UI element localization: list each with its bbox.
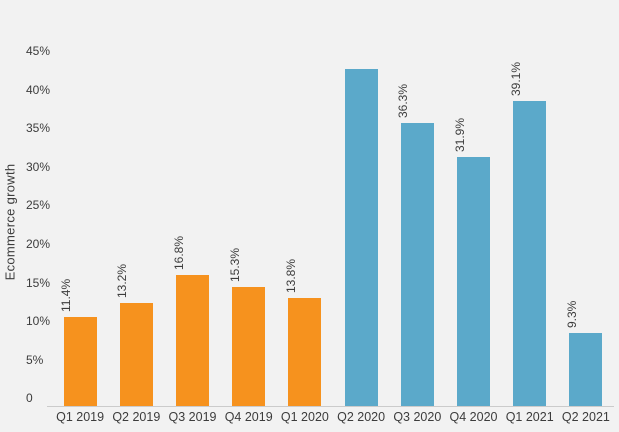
- bar-q1-2019: [63, 317, 97, 406]
- data-label-q2-2019: 13.2%: [115, 264, 130, 299]
- data-label-q4-2020: 31.9%: [452, 118, 467, 153]
- x-tick-label-q1-2019: Q1 2019: [56, 410, 105, 424]
- data-label-q3-2019: 16.8%: [171, 235, 186, 270]
- x-tick-label-q2-2021: Q2 2021: [561, 410, 610, 424]
- y-tick-label: 20%: [26, 237, 51, 251]
- data-label-q2-2021: 9.3%: [564, 301, 579, 329]
- x-axis-line: [47, 406, 614, 407]
- x-tick-label-q4-2020: Q4 2020: [449, 410, 498, 424]
- data-label-q1-2020: 13.8%: [283, 259, 298, 294]
- x-tick-label-q2-2019: Q2 2019: [112, 410, 161, 424]
- y-tick-label: 45%: [26, 44, 51, 58]
- data-label-q1-2021: 39.1%: [508, 62, 523, 97]
- y-tick-label: 25%: [26, 198, 51, 213]
- x-tick-label-q3-2019: Q3 2019: [168, 410, 217, 424]
- y-axis-title: Ecommerce growth: [2, 163, 18, 281]
- bar-q4-2019: [232, 286, 266, 406]
- x-tick-label-q1-2021: Q1 2021: [505, 410, 554, 424]
- bar-q2-2020: [344, 69, 378, 406]
- bar-q4-2020: [457, 157, 490, 406]
- bar-q3-2020: [400, 122, 434, 406]
- y-tick-label: 30%: [26, 159, 51, 174]
- bar-q2-2021: [569, 333, 603, 406]
- y-tick-label: 10%: [26, 314, 51, 329]
- y-tick-label: 0: [26, 391, 33, 406]
- x-tick-label-q2-2020: Q2 2020: [337, 410, 386, 424]
- y-tick-label: 5%: [26, 352, 44, 367]
- y-tick-label: 15%: [26, 275, 51, 290]
- bar-q3-2019: [176, 274, 209, 406]
- x-tick-label-q1-2020: Q1 2020: [280, 410, 329, 424]
- y-tick-label: 40%: [26, 82, 51, 97]
- bar-q1-2021: [513, 101, 547, 406]
- x-tick-label-q4-2019: Q4 2019: [224, 410, 273, 424]
- bar-q1-2020: [288, 298, 322, 406]
- bar-q2-2019: [119, 303, 153, 406]
- data-label-q1-2019: 11.4%: [59, 278, 74, 313]
- x-tick-label-q3-2020: Q3 2020: [393, 410, 442, 424]
- data-label-q4-2019: 15.3%: [227, 247, 242, 282]
- data-label-q3-2020: 36.3%: [396, 83, 411, 118]
- y-tick-label: 35%: [26, 121, 51, 136]
